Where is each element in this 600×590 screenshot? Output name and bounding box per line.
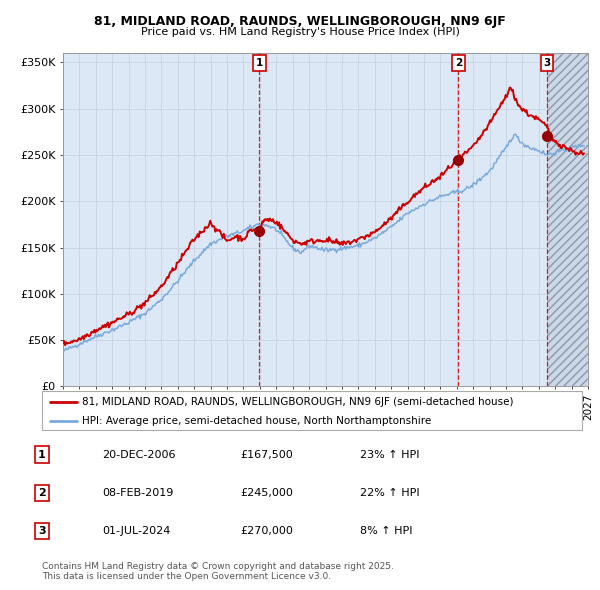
Text: Price paid vs. HM Land Registry's House Price Index (HPI): Price paid vs. HM Land Registry's House … [140, 28, 460, 37]
Text: 08-FEB-2019: 08-FEB-2019 [102, 488, 173, 498]
Text: 3: 3 [38, 526, 46, 536]
Text: 1: 1 [256, 58, 263, 68]
Text: £167,500: £167,500 [240, 450, 293, 460]
Text: 23% ↑ HPI: 23% ↑ HPI [360, 450, 419, 460]
Text: HPI: Average price, semi-detached house, North Northamptonshire: HPI: Average price, semi-detached house,… [83, 416, 432, 426]
Text: £245,000: £245,000 [240, 488, 293, 498]
Text: 2: 2 [455, 58, 462, 68]
Text: 81, MIDLAND ROAD, RAUNDS, WELLINGBOROUGH, NN9 6JF (semi-detached house): 81, MIDLAND ROAD, RAUNDS, WELLINGBOROUGH… [83, 397, 514, 407]
Text: 2: 2 [38, 488, 46, 498]
Text: Contains HM Land Registry data © Crown copyright and database right 2025.
This d: Contains HM Land Registry data © Crown c… [42, 562, 394, 581]
FancyBboxPatch shape [42, 391, 582, 430]
Bar [547, 53, 588, 386]
Text: 3: 3 [544, 58, 551, 68]
Text: 20-DEC-2006: 20-DEC-2006 [102, 450, 176, 460]
Text: 81, MIDLAND ROAD, RAUNDS, WELLINGBOROUGH, NN9 6JF: 81, MIDLAND ROAD, RAUNDS, WELLINGBOROUGH… [94, 15, 506, 28]
Text: 22% ↑ HPI: 22% ↑ HPI [360, 488, 419, 498]
Text: 01-JUL-2024: 01-JUL-2024 [102, 526, 170, 536]
Text: 8% ↑ HPI: 8% ↑ HPI [360, 526, 413, 536]
Text: £270,000: £270,000 [240, 526, 293, 536]
Text: 1: 1 [38, 450, 46, 460]
